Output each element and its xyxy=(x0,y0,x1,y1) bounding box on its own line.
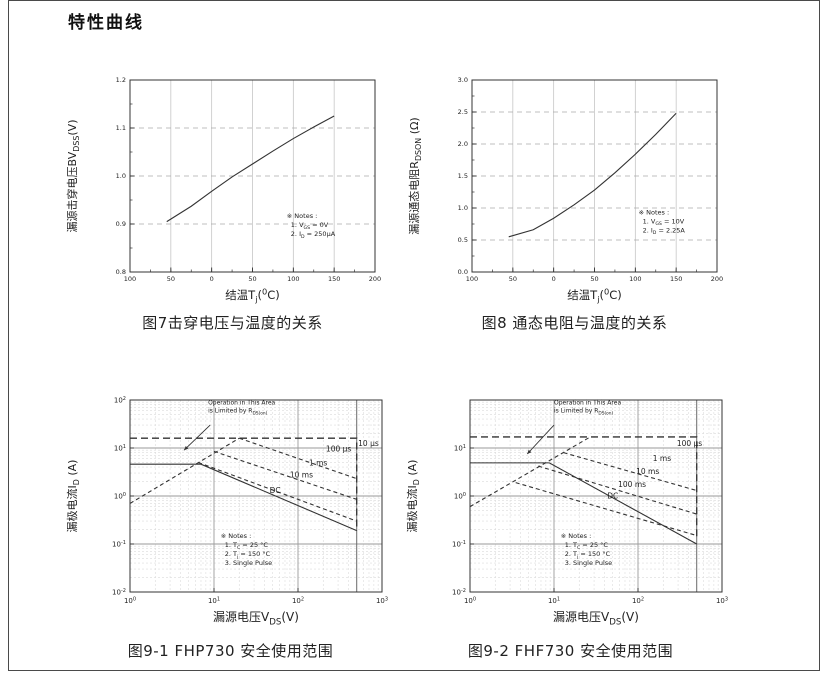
svg-text:is Limited by RDS(on): is Limited by RDS(on) xyxy=(208,408,268,417)
svg-text:100: 100 xyxy=(124,275,136,283)
svg-text:101: 101 xyxy=(208,596,220,605)
svg-text:3. Single Pulse: 3. Single Pulse xyxy=(225,559,272,567)
svg-text:100 ms: 100 ms xyxy=(618,480,646,489)
fig9-1-soa-chart: 100 101 102 103 102 101 100 10-1 10-2 10 μs 100 μs… xyxy=(65,396,388,628)
svg-text:3.0: 3.0 xyxy=(458,76,468,84)
svg-text:DC: DC xyxy=(270,486,281,495)
svg-text:100: 100 xyxy=(464,596,476,605)
svg-text:103: 103 xyxy=(716,596,728,605)
svg-text:※ Notes :: ※ Notes : xyxy=(639,208,670,216)
svg-text:50: 50 xyxy=(248,275,256,283)
svg-text:1. TC = 25 °C: 1. TC = 25 °C xyxy=(225,541,269,551)
chart-canvas: 100 101 102 103 101 100 10-1 10-2 100 μs 1 ms 10 m… xyxy=(405,399,728,627)
svg-text:漏源电压VDS(V): 漏源电压VDS(V) xyxy=(553,610,639,627)
svg-text:50: 50 xyxy=(590,275,598,283)
svg-text:100 μs: 100 μs xyxy=(326,444,351,453)
svg-text:50: 50 xyxy=(509,275,517,283)
svg-text:200: 200 xyxy=(369,275,381,283)
svg-text:2. Tj = 150 °C: 2. Tj = 150 °C xyxy=(225,550,271,560)
svg-text:2. ID = 250μA: 2. ID = 250μA xyxy=(291,230,336,240)
svg-text:0: 0 xyxy=(210,275,214,283)
svg-text:※ Notes :: ※ Notes : xyxy=(287,212,318,220)
svg-text:100: 100 xyxy=(124,596,136,605)
svg-text:漏极电流ID (A): 漏极电流ID (A) xyxy=(405,460,421,533)
svg-text:101: 101 xyxy=(548,596,560,605)
svg-text:103: 103 xyxy=(376,596,388,605)
fig7-breakdown-voltage-chart: 100 50 0 50 100 150 200 0.8 0.9 1.0 1.1 1.2 ※ Notes … xyxy=(65,76,381,304)
svg-text:10 μs: 10 μs xyxy=(358,439,379,448)
svg-text:0.0: 0.0 xyxy=(458,268,468,276)
svg-text:1.0: 1.0 xyxy=(458,204,468,212)
svg-text:100 μs: 100 μs xyxy=(677,439,702,448)
svg-text:10-1: 10-1 xyxy=(112,540,126,549)
svg-text:DC: DC xyxy=(607,492,618,501)
svg-text:200: 200 xyxy=(711,275,723,283)
svg-text:10-2: 10-2 xyxy=(452,588,466,597)
svg-text:100: 100 xyxy=(466,275,478,283)
svg-text:10 ms: 10 ms xyxy=(636,467,659,476)
svg-text:100: 100 xyxy=(287,275,299,283)
svg-text:1.2: 1.2 xyxy=(116,76,126,84)
svg-text:1.0: 1.0 xyxy=(116,172,126,180)
svg-text:150: 150 xyxy=(328,275,340,283)
svg-text:101: 101 xyxy=(114,444,126,453)
svg-text:2.5: 2.5 xyxy=(458,108,468,116)
svg-text:10 ms: 10 ms xyxy=(290,471,313,480)
fig7-caption: 图7击穿电压与温度的关系 xyxy=(142,314,323,332)
svg-text:0.8: 0.8 xyxy=(116,268,126,276)
svg-text:※ Notes :: ※ Notes : xyxy=(221,532,252,540)
svg-text:漏源通态电阻RDSON (Ω): 漏源通态电阻RDSON (Ω) xyxy=(407,117,423,234)
svg-text:1. TC = 25 °C: 1. TC = 25 °C xyxy=(565,541,609,551)
svg-text:100: 100 xyxy=(629,275,641,283)
svg-text:is Limited by RDS(on): is Limited by RDS(on) xyxy=(554,408,614,417)
svg-text:102: 102 xyxy=(114,396,126,405)
svg-text:2. ID = 2.25A: 2. ID = 2.25A xyxy=(643,226,686,236)
fig9-1-caption: 图9-1 FHP730 安全使用范围 xyxy=(127,642,334,660)
svg-text:2. Tj = 150 °C: 2. Tj = 150 °C xyxy=(565,550,611,560)
svg-text:1 ms: 1 ms xyxy=(309,459,327,468)
svg-text:0.5: 0.5 xyxy=(458,236,468,244)
svg-text:漏源电压VDS(V): 漏源电压VDS(V) xyxy=(213,610,299,627)
svg-text:0.9: 0.9 xyxy=(116,220,126,228)
page-title: 特性曲线 xyxy=(68,13,144,33)
svg-text:150: 150 xyxy=(670,275,682,283)
chart-canvas: 100 50 0 50 100 150 200 0.8 0.9 1.0 1.1 1.2 ※ Notes … xyxy=(65,76,381,304)
chart-canvas: 100 101 102 103 102 101 100 10-1 10-2 10 μs 100 μs… xyxy=(65,396,388,628)
svg-text:10-1: 10-1 xyxy=(452,540,466,549)
svg-text:1 ms: 1 ms xyxy=(653,454,671,463)
svg-text:漏极电流ID (A): 漏极电流ID (A) xyxy=(65,460,81,533)
svg-text:10-2: 10-2 xyxy=(112,588,126,597)
fig8-caption: 图8 通态电阻与温度的关系 xyxy=(481,314,668,332)
svg-text:101: 101 xyxy=(454,444,466,453)
chart-canvas: 100 50 0 50 100 150 200 0.0 0.5 1.0 1.5 2.0 2.5 3.0 ※ … xyxy=(407,76,723,304)
svg-text:结温Tj(0C): 结温Tj(0C) xyxy=(567,287,622,305)
svg-text:1. VGS = 0V: 1. VGS = 0V xyxy=(291,221,329,231)
svg-text:3. Single Pulse: 3. Single Pulse xyxy=(565,559,612,567)
svg-text:Operation in This Area: Operation in This Area xyxy=(554,400,621,407)
svg-text:100: 100 xyxy=(454,492,466,501)
svg-text:50: 50 xyxy=(167,275,175,283)
svg-text:100: 100 xyxy=(114,492,126,501)
svg-text:102: 102 xyxy=(632,596,644,605)
fig8-on-resistance-chart: 100 50 0 50 100 150 200 0.0 0.5 1.0 1.5 2.0 2.5 3.0 ※ … xyxy=(407,76,723,304)
fig9-2-caption: 图9-2 FHF730 安全使用范围 xyxy=(467,642,674,660)
svg-text:0: 0 xyxy=(552,275,556,283)
svg-text:漏源击穿电压BVDSS(V): 漏源击穿电压BVDSS(V) xyxy=(65,120,81,233)
svg-text:结温Tj(0C): 结温Tj(0C) xyxy=(225,287,280,305)
svg-text:Operation in This Area: Operation in This Area xyxy=(208,400,275,407)
svg-text:1. VGS = 10V: 1. VGS = 10V xyxy=(643,217,685,227)
svg-text:102: 102 xyxy=(292,596,304,605)
svg-text:2.0: 2.0 xyxy=(458,140,468,148)
svg-text:1.5: 1.5 xyxy=(458,172,468,180)
svg-text:※ Notes :: ※ Notes : xyxy=(561,532,592,540)
svg-text:1.1: 1.1 xyxy=(116,124,126,132)
fig9-2-soa-chart: 100 101 102 103 101 100 10-1 10-2 100 μs 1 ms 10 m… xyxy=(405,399,728,627)
